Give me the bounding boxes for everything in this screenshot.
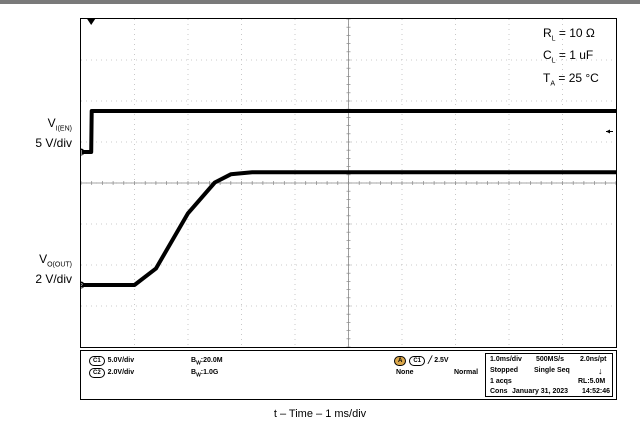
- series-1-scale: 5 V/div: [35, 136, 72, 151]
- x-axis-label: t – Time – 1 ms/div: [273, 408, 367, 420]
- trigger-none: None: [396, 369, 414, 376]
- series-2-label: VO(OUT) 2 V/div: [14, 252, 72, 287]
- ground-marker-label-1: 1: [81, 150, 84, 156]
- trigger-level: 2.5V: [434, 357, 449, 364]
- series-2-label-sub: O(OUT): [47, 261, 72, 269]
- time: 14:52:46: [582, 388, 611, 395]
- single-seq-icon: ↓: [598, 366, 603, 376]
- top-rule: [0, 0, 640, 4]
- series-2-scale: 2 V/div: [35, 272, 72, 287]
- trigger-mode: Normal: [454, 369, 479, 376]
- resolution: 2.0ns/pt: [580, 356, 607, 363]
- seq-mode: Single Seq: [534, 367, 570, 374]
- scope-plot: 12: [81, 19, 616, 347]
- sample-rate: 500MS/s: [536, 356, 565, 363]
- trace-2: [81, 170, 616, 287]
- record-length: RL:5.0M: [578, 378, 606, 385]
- ch1-scale: 5.0V/div: [107, 357, 135, 364]
- ground-marker-2: [81, 281, 85, 289]
- bw2-setting: BW:1.0G: [191, 369, 219, 379]
- trigger-level-arrowhead: [606, 129, 610, 134]
- ch2-badge: C2: [89, 368, 105, 378]
- bw1-setting: BW:20.0M: [191, 357, 223, 367]
- condition-rl: RL = 10 Ω: [543, 26, 595, 43]
- series-1-label-sub: I(EN): [55, 125, 72, 133]
- series-2-label-main: V: [39, 252, 48, 266]
- trigger-ch-badge: C1: [409, 356, 426, 366]
- run-state: Stopped: [490, 367, 518, 374]
- ch1-settings[interactable]: C1 5.0V/div: [89, 356, 134, 366]
- trigger-a-badge: A: [394, 356, 407, 366]
- acquisition-panel: 1.0ms/div 500MS/s 2.0ns/pt Stopped Singl…: [485, 353, 613, 397]
- trace-1: [81, 109, 616, 154]
- condition-cl: CL = 1 uF: [543, 48, 594, 65]
- series-1-label-main: V: [47, 116, 56, 130]
- date: January 31, 2023: [512, 388, 569, 395]
- coupling: Cons: [490, 388, 508, 395]
- ground-marker-1: [81, 148, 85, 156]
- series-1-label: VI(EN) 5 V/div: [20, 116, 72, 151]
- ground-marker-label-2: 2: [81, 283, 84, 289]
- trigger-settings[interactable]: A C1 ╱ 2.5V: [394, 356, 449, 366]
- trigger-position-marker: [87, 19, 96, 25]
- condition-ta: TA = 25 °C: [543, 70, 599, 88]
- rising-edge-icon: ╱: [428, 357, 433, 364]
- ch2-settings[interactable]: C2 2.0V/div: [89, 368, 134, 378]
- acqs-count: 1 acqs: [490, 378, 512, 385]
- ch1-badge: C1: [89, 356, 105, 366]
- conditions-block: RL = 10 Ω CL = 1 uF TA = 25 °C: [543, 25, 599, 92]
- status-bar: C1 5.0V/div C2 2.0V/div BW:20.0M BW:1.0G A…: [80, 350, 617, 400]
- ch2-scale: 2.0V/div: [107, 369, 135, 376]
- timebase: 1.0ms/div: [490, 356, 522, 363]
